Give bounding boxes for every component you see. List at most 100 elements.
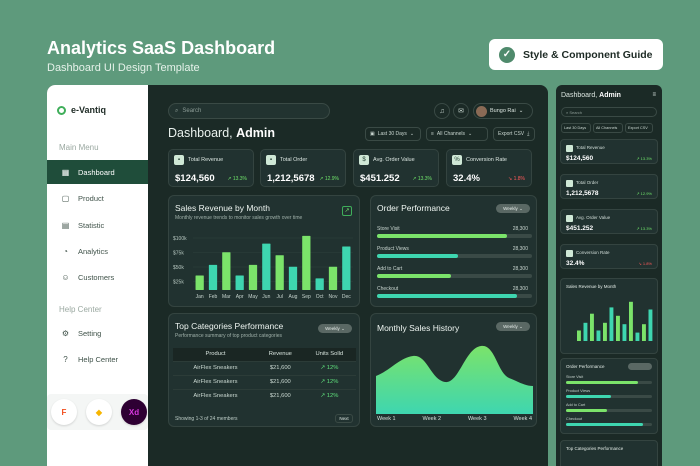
mobile-export-label: Export CSV <box>628 126 648 130</box>
sidebar-item-statistic[interactable]: ▤ Statistic <box>47 213 148 237</box>
calendar-icon: ▣ <box>370 131 375 137</box>
kpi-value: $124,560 <box>175 173 215 184</box>
week-label: Week 2 <box>422 416 442 422</box>
sidebar-item-setting[interactable]: ⚙ Setting <box>47 321 148 345</box>
user-menu[interactable]: Bungo Rai ⌄ <box>473 103 533 119</box>
bar <box>208 264 218 290</box>
order-period-dropdown[interactable]: Weekly ⌄ <box>496 204 530 213</box>
mail-icon[interactable]: ✉ <box>453 103 469 119</box>
bar <box>596 330 601 341</box>
cell-units: ↗ 12% <box>302 360 356 375</box>
search-input[interactable]: ⌕ Search <box>168 103 330 119</box>
categories-period-dropdown[interactable]: Weekly ⌄ <box>318 324 352 333</box>
monthly-period-dropdown[interactable]: Weekly ⌄ <box>496 322 530 331</box>
sidebar-item-label: Help Center <box>78 354 119 364</box>
bar <box>195 275 204 290</box>
sidebar-item-dashboard[interactable]: ▦ Dashboard <box>47 160 148 184</box>
main-menu-heading: Main Menu <box>59 143 99 152</box>
mobile-kpi-value: 1,212,5678 <box>566 190 599 197</box>
sidebar-item-help-center[interactable]: ? Help Center <box>47 347 148 371</box>
period-filter[interactable]: ▣ Last 30 Days ⌄ <box>365 127 421 141</box>
area-series <box>376 345 533 414</box>
cell-product: AirFlex Sneakers <box>173 388 258 403</box>
export-label: Export CSV <box>498 131 525 137</box>
monthly-area-chart <box>376 345 533 414</box>
bar <box>577 330 581 341</box>
sidebar-item-label: Analytics <box>78 246 109 256</box>
mobile-kpi-label: Total Order <box>576 180 599 185</box>
mobile-channel-filter[interactable]: All Channels <box>593 123 623 133</box>
x-tick-label: Jul <box>276 294 282 300</box>
cart-icon <box>566 180 573 187</box>
percent-icon <box>566 250 573 257</box>
pagination-text: Showing 1-3 of 24 members <box>175 416 238 422</box>
table-row[interactable]: AirFlex Sneakers $21,600 ↗ 12% <box>173 360 356 375</box>
kpi-label: Avg. Order Value <box>373 157 415 163</box>
mobile-search-placeholder: Search <box>569 110 583 115</box>
mobile-perf-track <box>566 409 652 412</box>
perf-fill <box>377 294 517 298</box>
page-title: Dashboard, Admin <box>168 126 275 140</box>
dollar-icon <box>566 215 573 222</box>
percent-icon: % <box>452 155 462 165</box>
table-row[interactable]: AirFlex Sneakers $21,600 ↗ 12% <box>173 374 356 389</box>
perf-track <box>377 274 532 278</box>
chevron-down-icon: ⌄ <box>468 131 473 137</box>
channel-filter[interactable]: ≡ All Channels ⌄ <box>426 127 488 141</box>
mobile-kpi-card: Conversion Rate 32.4% ↘ 1.8% <box>560 244 658 269</box>
logo-icon <box>57 105 66 115</box>
bar <box>583 322 588 341</box>
export-button[interactable]: Export CSV ⤓ <box>493 127 535 141</box>
bar <box>248 264 258 290</box>
bar <box>288 266 298 290</box>
bar <box>262 243 271 290</box>
mobile-period-filter[interactable]: Last 30 Days <box>561 123 591 133</box>
bar <box>315 278 324 290</box>
mobile-kpi-label: Total Revenue <box>576 145 605 150</box>
style-guide-button[interactable]: ✓ Style & Component Guide <box>489 39 663 70</box>
bell-icon[interactable]: ♫ <box>434 103 450 119</box>
mobile-search-input[interactable]: ⌕ Search <box>561 107 657 117</box>
cart-icon: ▪ <box>266 155 276 165</box>
sidebar-item-product[interactable]: ▢ Product <box>47 186 148 210</box>
menu-icon[interactable]: ≡ <box>652 92 656 98</box>
avatar <box>476 105 487 117</box>
bar <box>302 235 311 290</box>
brand-logo[interactable]: e-Vantiq <box>57 105 106 115</box>
mobile-title-bold: Admin <box>599 92 621 99</box>
sidebar-item-label: Customers <box>78 272 115 282</box>
perf-label: Store Visit <box>377 226 400 232</box>
brand-name: e-Vantiq <box>71 105 107 115</box>
expand-icon[interactable]: ↗ <box>342 206 352 216</box>
mobile-export-button[interactable]: Export CSV <box>625 123 653 133</box>
sidebar-item-customers[interactable]: ☺ Customers <box>47 265 148 289</box>
mobile-card-title: Sales Revenue by Month <box>566 284 617 289</box>
bar <box>235 275 244 290</box>
perf-label: Checkout <box>377 286 399 292</box>
sketch-icon: ◆ <box>86 399 112 425</box>
figma-icon: F <box>51 399 77 425</box>
grid-icon: ▦ <box>61 167 70 177</box>
mobile-kpi-value: $451.252 <box>566 225 594 232</box>
monthly-sales-card: Monthly Sales History Weekly ⌄ Week 1 We… <box>370 313 537 427</box>
download-icon: ⤓ <box>527 131 530 137</box>
bar <box>609 307 614 341</box>
period-filter-label: Last 30 Days <box>377 131 407 137</box>
mobile-perf-fill <box>566 381 639 384</box>
mobile-kpi-value: 32.4% <box>566 260 585 267</box>
mobile-sales-card: Sales Revenue by Month <box>560 278 658 354</box>
table-row[interactable]: AirFlex Sneakers $21,600 ↗ 12% <box>173 388 356 403</box>
wallet-icon <box>566 145 573 152</box>
order-performance-card: Order Performance Weekly ⌄ Store Visit 28… <box>370 195 537 307</box>
x-tick-label: May <box>248 294 258 300</box>
perf-label: Product Views <box>377 246 409 252</box>
x-tick-label: Nov <box>329 294 338 300</box>
gear-icon: ⚙ <box>61 328 70 338</box>
mobile-period-pill[interactable] <box>628 363 652 370</box>
mobile-bar-chart <box>577 301 653 341</box>
hero-subtitle: Dashboard UI Design Template <box>47 62 200 74</box>
next-button[interactable]: Next <box>335 414 353 423</box>
sidebar-item-analytics[interactable]: ◔ Analytics <box>47 239 148 263</box>
xd-icon: Xd <box>121 399 147 425</box>
kpi-value: 32.4% <box>453 173 480 184</box>
